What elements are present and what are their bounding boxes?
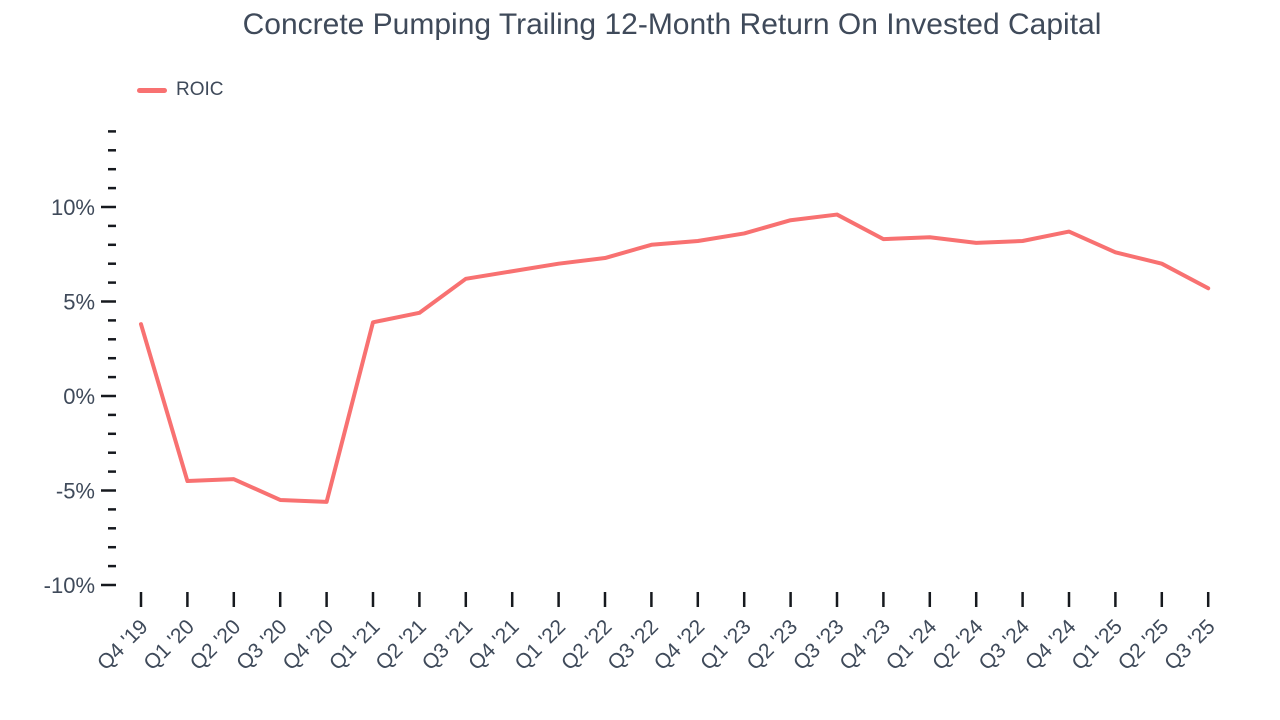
- x-tick-label: Q3 '22: [603, 615, 663, 675]
- x-tick-label: Q4 '21: [464, 615, 524, 675]
- x-tick-label: Q3 '20: [232, 615, 292, 675]
- x-tick-label: Q1 '23: [696, 615, 756, 675]
- x-tick-label: Q2 '23: [743, 615, 803, 675]
- legend: ROIC: [137, 79, 224, 101]
- roic-line: [139, 212, 1211, 504]
- y-tick-label: 10%: [51, 195, 95, 220]
- y-tick-label: 0%: [63, 384, 95, 409]
- x-tick-label: Q2 '22: [557, 615, 617, 675]
- x-tick-label: Q3 '24: [975, 615, 1035, 675]
- x-tick-label: Q2 '20: [186, 615, 246, 675]
- x-tick-label: Q3 '21: [418, 615, 478, 675]
- x-tick-label: Q4 '19: [93, 615, 153, 675]
- x-tick-label: Q2 '25: [1114, 615, 1174, 675]
- x-tick-label: Q1 '22: [511, 615, 571, 675]
- x-tick-label: Q2 '24: [928, 615, 988, 675]
- x-tick-label: Q1 '21: [325, 615, 385, 675]
- x-tick-label: Q1 '20: [139, 615, 199, 675]
- y-tick-label: -5%: [56, 479, 95, 504]
- x-tick-label: Q4 '20: [279, 615, 339, 675]
- legend-line-swatch: [137, 87, 167, 93]
- y-tick-label: 5%: [63, 290, 95, 315]
- x-tick-label: Q4 '24: [1021, 615, 1081, 675]
- x-tick-label: Q1 '24: [882, 615, 942, 675]
- y-tick-label: -10%: [44, 573, 95, 598]
- legend-label: ROIC: [176, 79, 224, 100]
- x-tick-label: Q1 '25: [1067, 615, 1127, 675]
- x-tick-label: Q2 '21: [371, 615, 431, 675]
- x-tick-label: Q4 '22: [650, 615, 710, 675]
- x-tick-label: Q3 '23: [789, 615, 849, 675]
- chart-title: Concrete Pumping Trailing 12-Month Retur…: [242, 8, 1102, 41]
- x-tick-label: Q3 '25: [1160, 615, 1220, 675]
- x-tick-label: Q4 '23: [835, 615, 895, 675]
